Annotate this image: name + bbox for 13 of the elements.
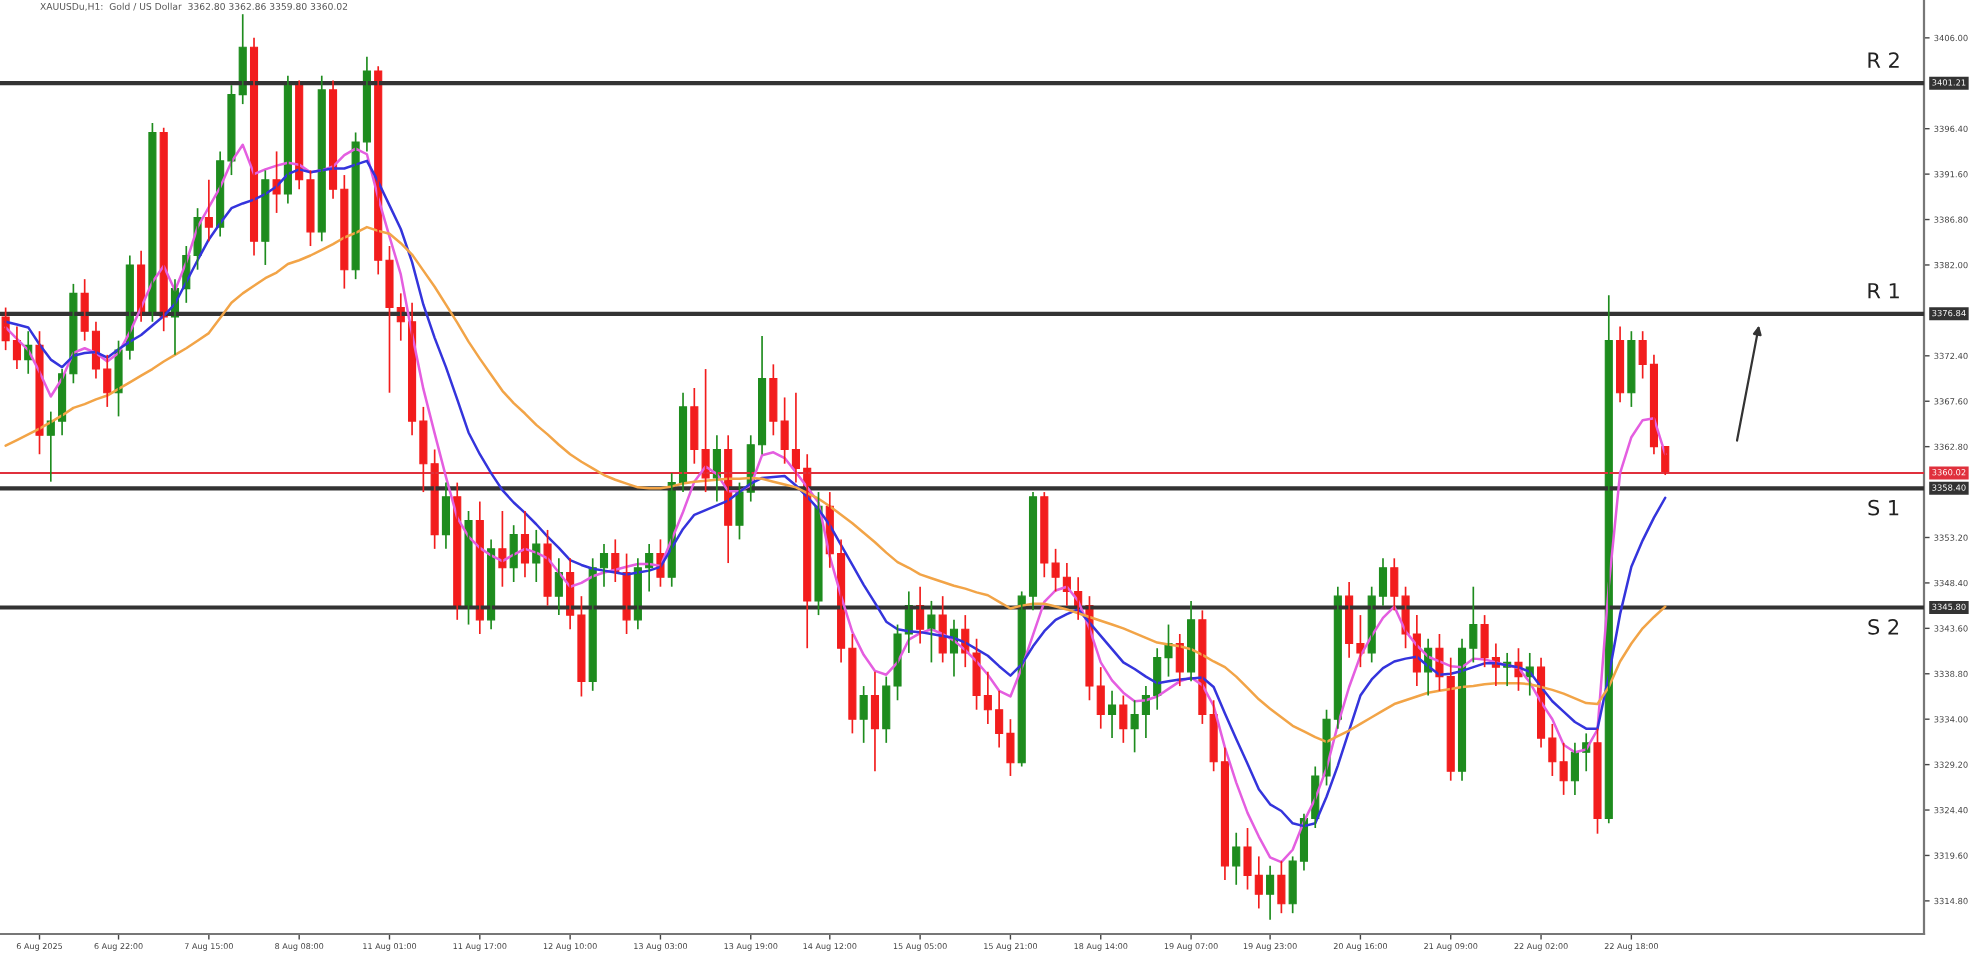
line-series xyxy=(4,225,1667,744)
candlestick xyxy=(814,491,823,616)
ref-line-label: S 1 xyxy=(1868,499,1899,516)
candlestick xyxy=(148,122,157,323)
candlestick xyxy=(1277,860,1286,915)
candlestick xyxy=(1627,330,1636,408)
candlestick xyxy=(927,600,936,664)
ref-line-label: R 1 xyxy=(1868,283,1899,299)
candlestick xyxy=(464,510,473,626)
ref-line-label: S 2 xyxy=(1868,619,1899,635)
candlestick xyxy=(543,529,552,607)
candlestick xyxy=(1593,727,1602,835)
ref-line-label: R 2 xyxy=(1868,52,1899,68)
